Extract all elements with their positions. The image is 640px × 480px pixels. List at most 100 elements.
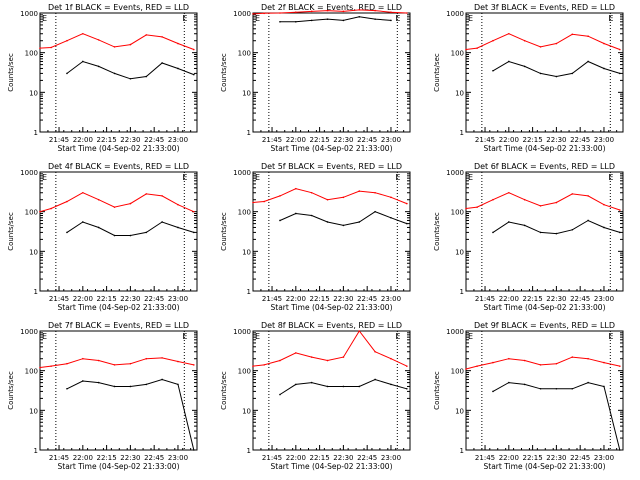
y-tick-label: 10 [242,89,251,97]
events-point [129,234,132,237]
events-point [508,60,510,63]
lld-point [390,11,392,13]
x-tick-label: 22:45 [570,295,590,303]
events-point [295,212,297,215]
marker-label: E [468,173,473,182]
events-point [177,67,179,70]
marker-label: E [182,173,187,182]
chart-title: Det 9f BLACK = Events, RED = LLD [474,321,615,330]
x-tick-label: 23:00 [168,454,188,462]
y-tick-label: 1000 [233,328,251,336]
lld-point [476,206,478,208]
y-tick-label: 100 [238,209,251,217]
x-tick-label: 22:00 [73,295,93,303]
y-tick-label: 10 [455,248,464,256]
x-tick-label: 21:45 [262,136,282,144]
y-tick-label: 1000 [446,169,464,177]
lld-point [50,207,52,210]
x-tick-label: 22:00 [499,454,519,462]
lld-point [603,42,605,45]
lld-point [539,205,542,207]
events-point [342,19,345,22]
lld-point [193,210,195,213]
plot-frame [252,171,411,292]
lld-point [492,39,494,42]
x-tick-label: 22:30 [120,454,140,462]
x-tick-label: 22:30 [546,136,566,144]
chart-title: Det 7f BLACK = Events, RED = LLD [48,321,189,330]
lld-point [342,196,345,199]
x-tick-label: 23:00 [168,295,188,303]
x-tick-label: 23:00 [381,295,401,303]
lld-point [82,191,84,194]
lld-point [476,365,478,367]
marker-label: E [182,332,187,341]
lld-point [342,10,345,13]
lld-point [263,12,265,15]
x-tick-label: 22:30 [546,295,566,303]
events-point [113,72,116,75]
x-tick-label: 21:45 [475,295,495,303]
lld-point [129,43,132,46]
events-point [279,219,281,222]
x-tick-label: 22:45 [570,454,590,462]
y-tick-label: 1000 [446,328,464,336]
x-axis-label: Start Time (04-Sep-02 21:33:00) [58,462,180,471]
lld-point [279,195,281,197]
events-point [193,73,195,76]
lld-point [295,187,297,190]
x-tick-label: 23:00 [168,136,188,144]
lld-point [252,201,254,204]
marker-label: E [608,332,613,341]
events-point [492,231,494,234]
lld-point [145,357,148,360]
lld-point [295,11,297,13]
events-point [390,383,392,386]
x-tick-label: 22:30 [120,136,140,144]
y-tick-label: 10 [29,89,38,97]
lld-point [465,368,467,370]
events-point [571,387,574,390]
lld-point [390,196,392,199]
events-point [161,378,163,381]
lld-series-line [39,33,194,50]
marker-label: E [42,14,47,23]
y-tick-label: 1 [247,447,251,455]
events-point [279,393,281,396]
events-point [310,19,313,22]
events-point [82,380,84,382]
lld-series-line [39,357,194,368]
x-tick-label: 22:15 [97,454,117,462]
marker-label: E [608,14,613,23]
lld-point [145,34,148,36]
lld-point [161,36,163,38]
lld-point [587,357,589,360]
x-tick-label: 22:00 [499,295,519,303]
y-tick-label: 10 [29,407,38,415]
events-point [342,385,345,388]
events-point [492,69,494,72]
x-tick-label: 22:15 [310,136,330,144]
events-point [326,18,329,20]
y-tick-label: 10 [455,407,464,415]
x-tick-label: 21:45 [49,295,69,303]
events-series-line [279,211,407,226]
x-tick-label: 21:45 [262,454,282,462]
x-tick-label: 23:00 [594,295,614,303]
x-tick-label: 22:15 [310,295,330,303]
lld-point [619,365,621,367]
x-tick-label: 21:45 [475,136,495,144]
lld-point [177,360,179,363]
y-tick-label: 100 [451,368,464,376]
lld-point [508,357,510,360]
lld-series-line [465,33,620,50]
lld-point [603,361,605,364]
lld-point [97,39,100,41]
lld-series-line [465,192,620,211]
chart-title: Det 4f BLACK = Events, RED = LLD [48,162,189,171]
marker-label: E [255,14,260,23]
events-point [177,226,179,229]
events-point [492,390,494,393]
